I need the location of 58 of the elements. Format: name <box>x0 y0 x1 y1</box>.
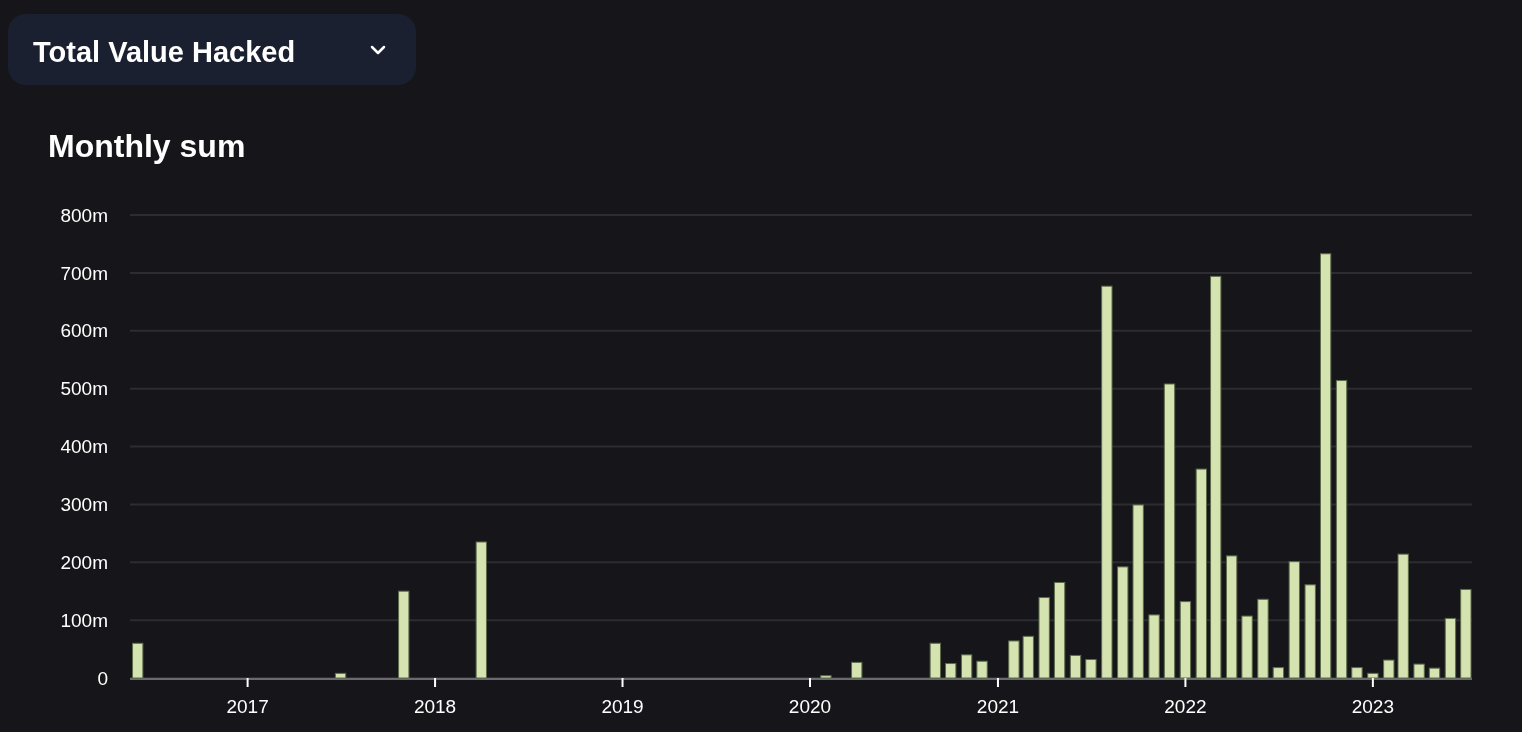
bar <box>1085 658 1097 679</box>
bar <box>1335 380 1348 679</box>
y-tick-label: 600m <box>60 320 108 342</box>
x-tick-label: 2017 <box>226 696 269 717</box>
chart-subtitle: Monthly sum <box>48 128 246 164</box>
bar <box>820 675 832 679</box>
bar <box>1288 561 1300 679</box>
bar <box>1117 566 1129 679</box>
bar <box>132 642 144 679</box>
bar <box>1022 635 1034 679</box>
chart-title: Total Value Hacked <box>33 36 296 68</box>
bar <box>1413 663 1425 679</box>
y-tick-label: 800m <box>60 204 108 226</box>
bar <box>1038 597 1050 679</box>
bar <box>1179 601 1192 679</box>
bar <box>851 661 863 679</box>
bar <box>398 590 410 679</box>
x-tick-label: 2019 <box>601 696 644 717</box>
bar <box>1132 504 1144 679</box>
bar <box>929 642 941 679</box>
bar <box>960 654 973 679</box>
y-tick-label: 200m <box>60 551 108 573</box>
bar <box>1304 584 1316 679</box>
bar <box>1460 588 1472 679</box>
bar <box>1210 275 1222 679</box>
x-tick-label: 2022 <box>1164 696 1207 717</box>
y-tick-label: 100m <box>60 609 108 631</box>
bar <box>1069 654 1082 679</box>
y-tick-label: 500m <box>60 378 108 400</box>
y-tick-label: 300m <box>60 494 108 516</box>
bar <box>1241 615 1253 679</box>
bar <box>1444 617 1457 679</box>
bar <box>1101 285 1113 679</box>
x-tick-label: 2023 <box>1351 696 1395 717</box>
bar <box>1008 640 1020 679</box>
x-tick-label: 2021 <box>976 696 1020 717</box>
bar <box>1383 659 1395 679</box>
y-tick-label: 0 <box>97 667 108 689</box>
bar <box>1367 672 1379 679</box>
y-tick-label: 400m <box>60 436 108 458</box>
bar <box>1397 553 1409 679</box>
bar <box>1272 667 1285 679</box>
y-tick-label: 700m <box>60 262 108 284</box>
bar <box>1225 555 1238 679</box>
bar <box>1428 667 1441 679</box>
bar <box>945 663 957 679</box>
x-tick-label: 2018 <box>413 696 457 717</box>
bar <box>1053 582 1066 679</box>
bar <box>475 541 487 679</box>
bar <box>1148 614 1160 679</box>
bar <box>1195 468 1208 679</box>
bar <box>1351 667 1363 679</box>
x-tick-label: 2020 <box>788 696 832 717</box>
bar <box>1319 253 1332 679</box>
bar <box>976 660 988 679</box>
bar <box>334 672 347 679</box>
bar <box>1163 383 1176 679</box>
bar <box>1257 598 1269 679</box>
